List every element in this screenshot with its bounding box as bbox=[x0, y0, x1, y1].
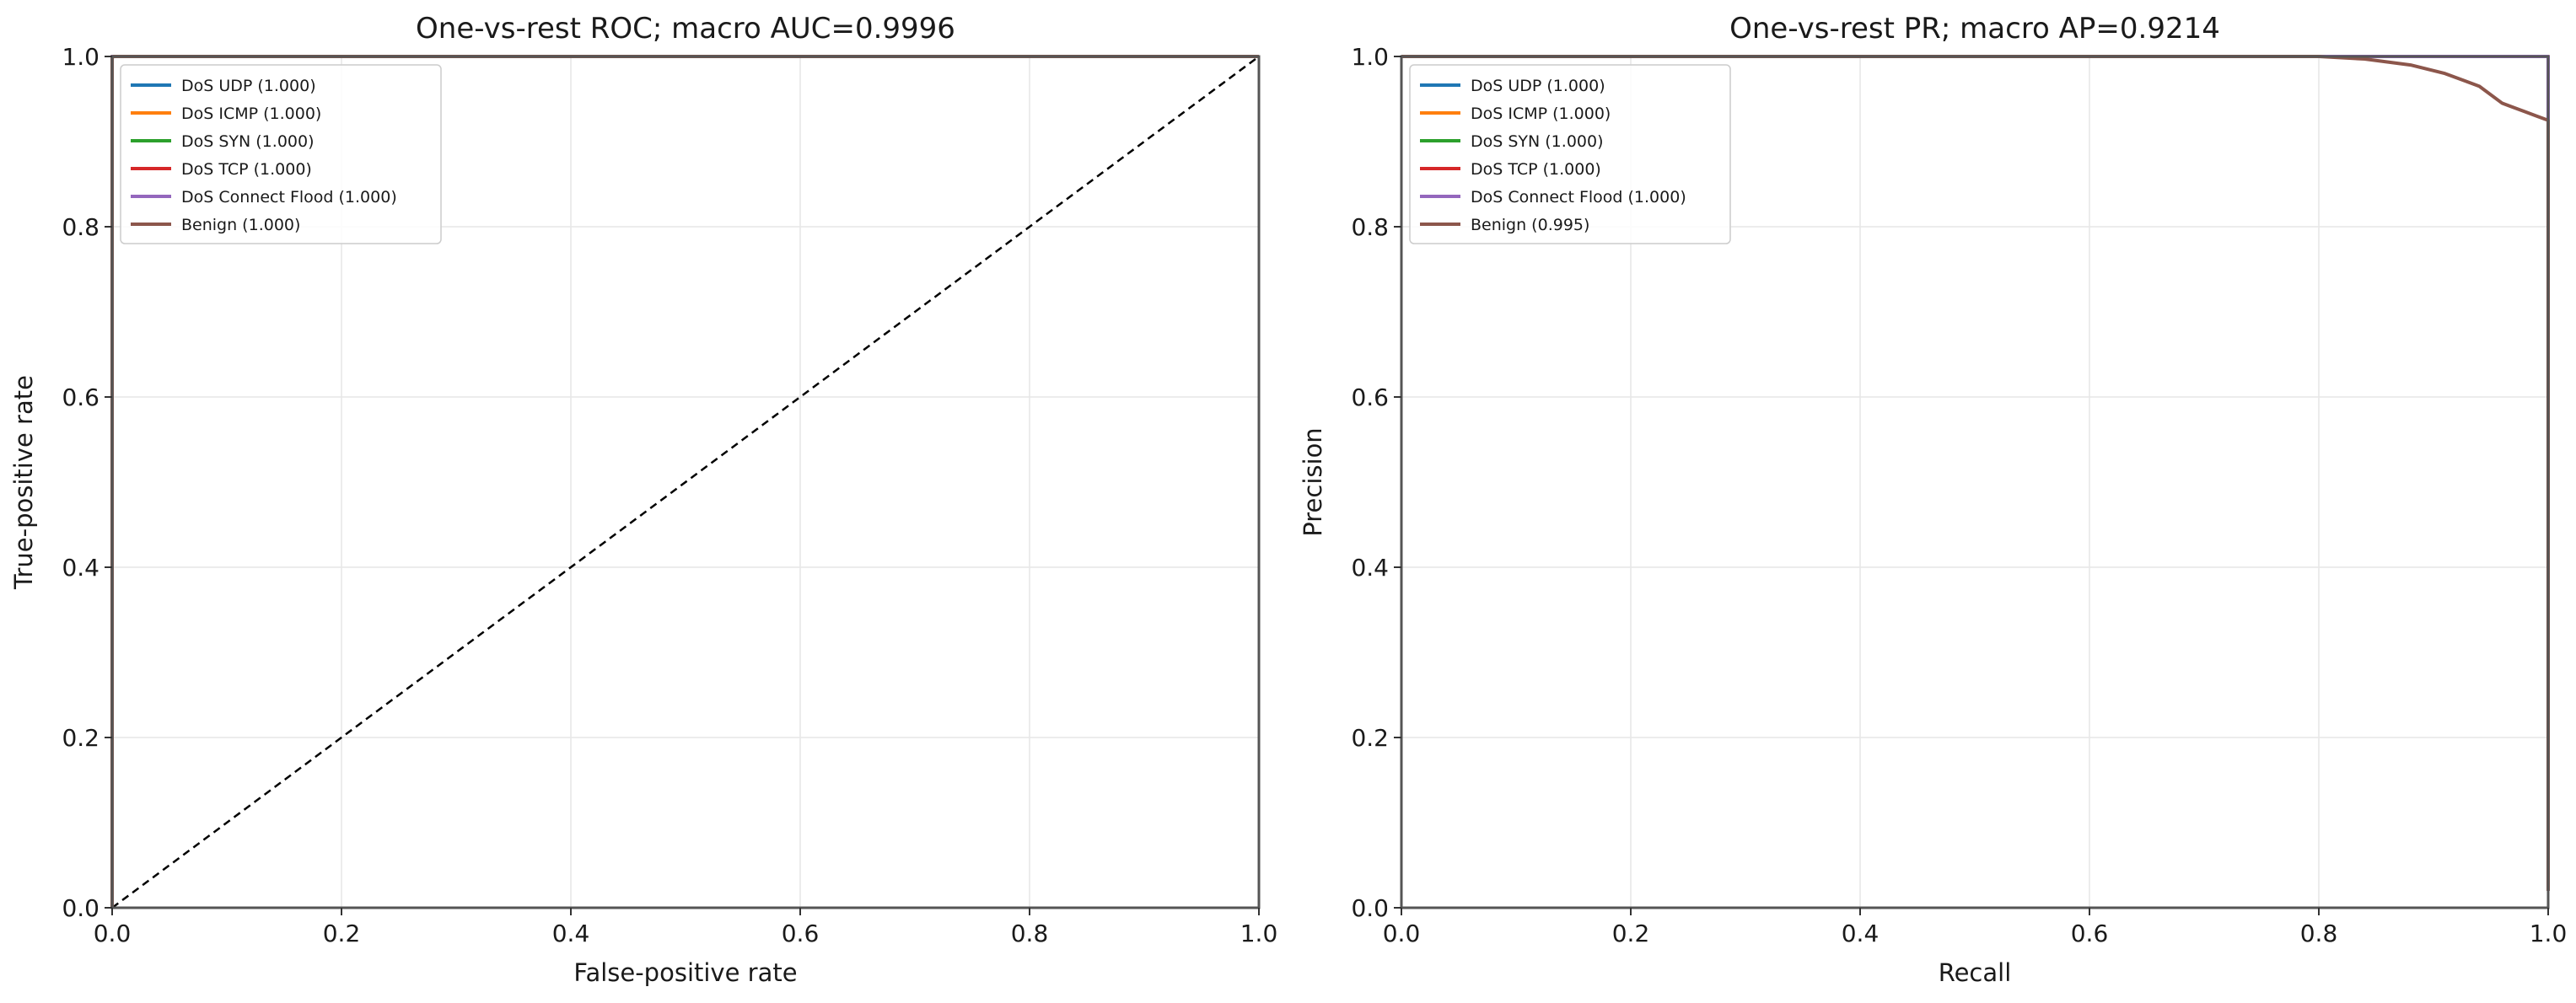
legend-entry: Benign (1.000) bbox=[181, 216, 300, 234]
legend-entry: DoS Connect Flood (1.000) bbox=[181, 188, 397, 206]
legend-entry: DoS UDP (1.000) bbox=[1471, 77, 1605, 95]
legend-entry: DoS TCP (1.000) bbox=[181, 160, 312, 179]
x-tick-label: 0.0 bbox=[1383, 920, 1421, 947]
x-tick-label: 1.0 bbox=[1240, 920, 1278, 947]
y-tick-label: 0.4 bbox=[1351, 554, 1389, 582]
y-tick-label: 0.6 bbox=[62, 384, 99, 411]
y-tick-label: 0.8 bbox=[1351, 213, 1389, 241]
y-tick-label: 0.0 bbox=[1351, 894, 1389, 922]
legend: DoS UDP (1.000) DoS ICMP (1.000) DoS SYN (… bbox=[1409, 64, 1731, 244]
x-tick-label: 0.8 bbox=[1011, 920, 1049, 947]
legend-entry: DoS Connect Flood (1.000) bbox=[1471, 188, 1686, 206]
legend-box bbox=[1409, 64, 1731, 244]
axes-frame bbox=[1400, 55, 2550, 909]
x-tick-label: 0.6 bbox=[2071, 920, 2109, 947]
legend-box bbox=[120, 64, 442, 244]
legend: DoS UDP (1.000) DoS ICMP (1.000) DoS SYN (… bbox=[120, 64, 442, 244]
y-axis-label: Precision bbox=[1299, 427, 1327, 536]
x-tick-label: 0.2 bbox=[323, 920, 361, 947]
x-tick-label: 0.8 bbox=[2300, 920, 2338, 947]
legend-entry: DoS UDP (1.000) bbox=[181, 77, 316, 95]
x-tick-label: 0.2 bbox=[1612, 920, 1650, 947]
chart-title: One-vs-rest ROC; macro AUC=0.9996 bbox=[416, 12, 955, 46]
x-tick-label: 1.0 bbox=[2530, 920, 2568, 947]
legend-entry: DoS SYN (1.000) bbox=[1471, 132, 1604, 151]
axes-frame bbox=[110, 55, 1261, 909]
x-axis-label: False-positive rate bbox=[573, 958, 797, 987]
x-tick-label: 0.4 bbox=[1842, 920, 1880, 947]
y-tick-label: 0.0 bbox=[62, 894, 99, 922]
x-axis-label: Recall bbox=[1939, 958, 2012, 987]
y-tick-label: 0.2 bbox=[62, 724, 99, 752]
legend-entry: DoS TCP (1.000) bbox=[1471, 160, 1601, 179]
y-tick-label: 1.0 bbox=[62, 43, 99, 71]
pr-panel: 0.0 0.2 0.4 0.6 0.8 1.0 0.0 0.2 0.4 0.6 0.8 1.0 One-… bbox=[1299, 12, 2567, 987]
chart-title: One-vs-rest PR; macro AP=0.9214 bbox=[1729, 12, 2220, 46]
y-tick-label: 1.0 bbox=[1351, 43, 1389, 71]
legend-entry: DoS SYN (1.000) bbox=[181, 132, 315, 151]
legend-entry: DoS ICMP (1.000) bbox=[1471, 105, 1611, 123]
legend-entry: DoS ICMP (1.000) bbox=[181, 105, 321, 123]
chance-diagonal-line bbox=[111, 55, 1260, 909]
series-line-benign bbox=[1401, 55, 2550, 891]
y-tick-label: 0.4 bbox=[62, 554, 99, 582]
y-tick-label: 0.6 bbox=[1351, 384, 1389, 411]
y-axis-label: True-positive rate bbox=[9, 375, 38, 590]
y-tick-label: 0.2 bbox=[1351, 724, 1389, 752]
legend-entry: Benign (0.995) bbox=[1471, 216, 1589, 234]
y-tick-label: 0.8 bbox=[62, 213, 99, 241]
x-tick-label: 0.4 bbox=[552, 920, 590, 947]
x-tick-label: 0.0 bbox=[94, 920, 132, 947]
roc-panel: 0.0 0.2 0.4 0.6 0.8 1.0 0.0 0.2 0.4 0.6 0.8 1.0 One-… bbox=[9, 12, 1277, 987]
x-tick-label: 0.6 bbox=[782, 920, 820, 947]
